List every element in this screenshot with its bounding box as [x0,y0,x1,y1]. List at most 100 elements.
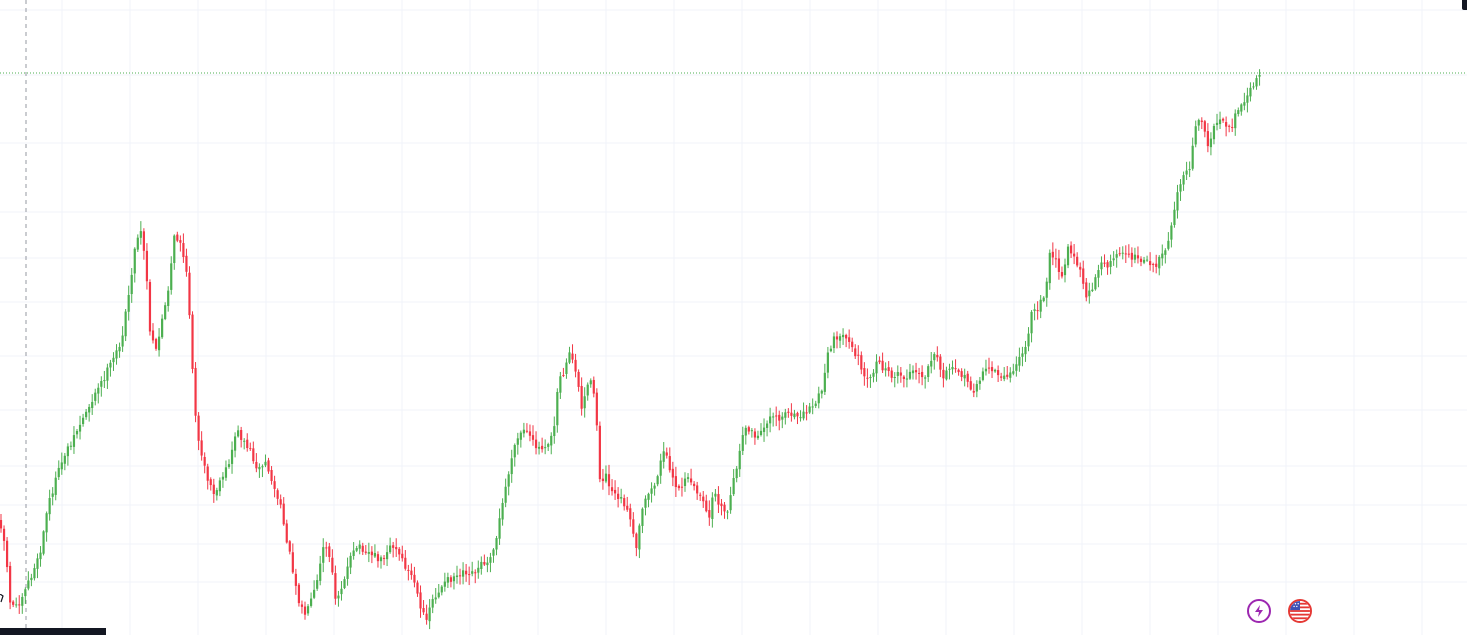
candle-down [407,564,410,581]
candle-body [1164,250,1167,255]
candle-up [437,584,440,599]
candle-down [416,580,419,597]
candle-down [240,426,243,448]
candle-body [471,571,474,574]
candle-up [1170,222,1173,248]
candle-body [1203,121,1206,132]
candle-body [1118,253,1121,255]
candle-body [1039,299,1042,312]
candle-down [297,582,301,607]
candle-body [0,520,3,529]
candle-down [787,408,790,418]
candle-body [334,573,337,599]
candle-body [1066,246,1070,266]
candle-body [1209,138,1213,148]
candle-down [425,604,428,625]
candle-body [1167,240,1170,249]
candle-body [845,334,848,339]
lightning-bolt-glyph [1255,605,1263,617]
candle-up [741,426,744,456]
candle-up [1012,363,1015,376]
candle-body [686,477,690,479]
candle-body [458,575,462,577]
candle-up [799,410,802,422]
candle-down [617,487,620,508]
candle-body [790,412,793,416]
candle-body [762,427,766,432]
candle-body [27,580,30,589]
candle-body [1215,122,1219,125]
candle-up [978,376,981,390]
candle-body [613,489,617,494]
us-flag-icon[interactable] [1288,599,1312,623]
candle-body [1136,255,1140,259]
candle-body [772,416,775,418]
candle-down [595,388,598,431]
candle-body [12,601,15,605]
candle-down [249,442,252,451]
candle-body [948,368,951,370]
candle-body [300,604,304,607]
candle-down [534,431,538,455]
candle-up [951,360,954,375]
candle-body [346,566,349,579]
candle-body [1082,268,1085,284]
candle-up [373,544,377,558]
candle-up [553,416,556,444]
candle-body [1234,113,1237,129]
candle-down [562,367,565,378]
candle-down [303,601,307,620]
candle-body [1000,376,1003,378]
candle-body [1124,253,1127,255]
candle-body [461,570,465,577]
candle-up [489,552,492,573]
candle-down [805,405,808,421]
candle-down [796,411,799,425]
candle-up [1030,310,1033,343]
candle-down [188,266,191,319]
candle-down [1231,118,1234,133]
candle-body [1240,104,1243,112]
candle-up [1003,367,1006,382]
candle-up [45,511,48,542]
candle-body [553,426,556,437]
candle-down [629,503,632,527]
candle-down [285,519,288,544]
candle-down [845,333,848,348]
candle-up [1246,87,1249,113]
candle-up [173,234,176,270]
candle-body [1212,126,1216,140]
candle-up [896,365,899,384]
candle-body [1258,74,1261,77]
candle-body [723,504,726,512]
candle-body [124,311,127,337]
candle-body [328,546,331,557]
candle-up [738,443,741,477]
candle-up [227,459,231,469]
candle-down [9,561,12,610]
candle-up [1121,246,1124,260]
candle-up [559,371,562,399]
candle-down [1149,252,1152,271]
candle-up [984,359,988,376]
candle-down [364,545,367,555]
candle-down [835,331,839,349]
candle-body [987,367,991,369]
candle-body [592,379,595,394]
candle-up [85,408,88,420]
candle-body [769,416,772,424]
candle-body [914,370,918,373]
candle-up [1039,295,1042,319]
candle-body [641,508,644,526]
candle-down [899,366,902,383]
candle-body [559,376,562,393]
candle-body [510,458,513,475]
candle-body [978,380,981,384]
lightning-bolt-icon[interactable] [1247,599,1271,623]
candle-up [443,572,446,592]
candle-body [249,448,252,450]
candle-up [1142,256,1146,265]
candle-up [1021,346,1024,367]
